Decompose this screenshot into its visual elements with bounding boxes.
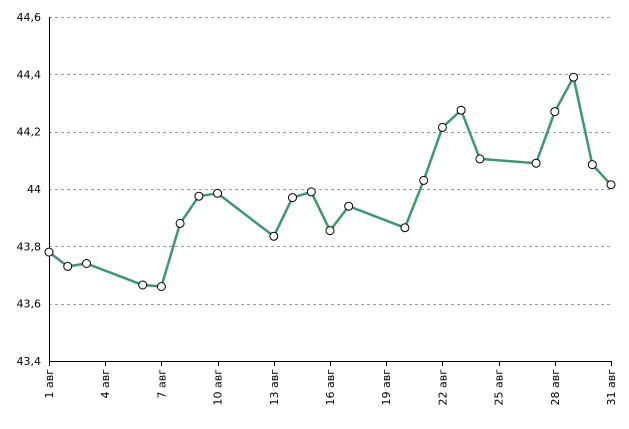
x-tick-label: 7 авг <box>155 369 168 399</box>
y-tick-label: 44,6 <box>17 11 42 24</box>
y-tick-label: 44 <box>27 183 41 196</box>
x-tick-label: 1 авг <box>43 369 56 399</box>
x-tick-label: 16 авг <box>324 369 337 406</box>
x-tick-label: 31 авг <box>605 369 618 406</box>
data-series <box>44 72 616 291</box>
x-tick-label: 19 авг <box>380 369 393 406</box>
data-point <box>194 191 204 201</box>
data-point <box>606 180 616 190</box>
y-tick-label: 43,4 <box>17 355 42 368</box>
data-point <box>82 259 91 268</box>
data-point <box>550 107 560 117</box>
data-point <box>475 154 485 164</box>
x-tick-label: 22 авг <box>436 369 449 406</box>
y-tick-label: 43,6 <box>17 298 42 311</box>
data-point <box>400 223 410 233</box>
data-point <box>344 201 354 211</box>
data-point <box>587 160 597 170</box>
x-axis-tick-labels: 1 авг 4 авг 7 авг 10 авг 13 авг 16 авг 19 авг 2… <box>43 369 618 406</box>
y-axis-tick-labels: 43,4 43,6 43,8 44 44,2 44,4 44,6 <box>17 11 42 368</box>
x-tick-label: 25 авг <box>493 369 506 406</box>
data-point <box>306 187 316 197</box>
data-point <box>456 105 466 115</box>
x-tick-label: 28 авг <box>549 369 562 406</box>
x-tick-label: 10 авг <box>212 369 225 406</box>
data-point <box>63 261 73 271</box>
axes <box>49 17 612 366</box>
x-tick-label: 4 авг <box>99 369 112 399</box>
data-point <box>531 158 541 168</box>
data-point <box>419 175 429 185</box>
data-point <box>569 72 578 82</box>
series-line <box>48 75 612 288</box>
grid-lines <box>49 17 611 305</box>
data-point <box>175 218 185 228</box>
data-point <box>213 188 223 198</box>
x-tick-label: 13 авг <box>268 369 281 406</box>
data-point <box>437 122 447 132</box>
data-point <box>288 193 297 203</box>
data-point <box>156 282 166 291</box>
data-point <box>44 247 54 257</box>
data-point <box>138 280 148 290</box>
y-tick-label: 44,4 <box>17 68 42 81</box>
data-point <box>325 226 335 236</box>
y-tick-label: 44,2 <box>17 126 42 139</box>
y-tick-label: 43,8 <box>17 240 42 253</box>
data-point <box>269 231 279 241</box>
